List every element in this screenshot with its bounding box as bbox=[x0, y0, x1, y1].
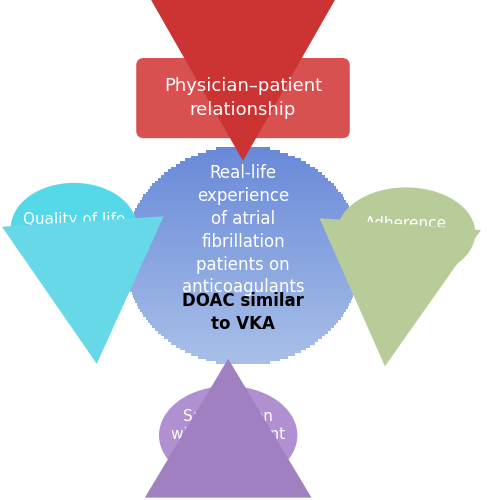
Bar bbox=[125, 258, 361, 262]
Bar bbox=[127, 278, 359, 281]
Bar bbox=[128, 228, 358, 232]
Bar bbox=[138, 202, 348, 206]
Bar bbox=[168, 338, 318, 342]
Bar bbox=[158, 330, 328, 334]
Bar bbox=[176, 164, 310, 168]
Bar bbox=[148, 189, 338, 192]
Bar bbox=[185, 158, 301, 162]
Bar bbox=[127, 274, 359, 278]
Bar bbox=[137, 206, 349, 209]
Bar bbox=[206, 358, 281, 362]
Bar bbox=[217, 360, 269, 364]
Text: DOAC similar
to VKA: DOAC similar to VKA bbox=[355, 234, 457, 265]
Bar bbox=[191, 352, 295, 356]
Bar bbox=[150, 322, 336, 326]
Bar bbox=[161, 175, 325, 178]
Bar bbox=[126, 236, 360, 240]
Bar bbox=[126, 269, 360, 273]
Bar bbox=[180, 161, 306, 165]
Bar bbox=[168, 170, 318, 173]
Bar bbox=[125, 247, 361, 250]
Bar bbox=[129, 283, 357, 286]
Bar bbox=[128, 280, 358, 284]
Bar bbox=[148, 319, 338, 322]
Bar bbox=[161, 333, 325, 336]
Bar bbox=[124, 252, 362, 256]
Bar bbox=[176, 344, 310, 348]
Bar bbox=[125, 242, 361, 245]
Ellipse shape bbox=[11, 183, 137, 274]
Text: Real-life
experience
of atrial
fibrillation
patients on
anticoagulants: Real-life experience of atrial fibrillat… bbox=[182, 164, 304, 296]
Bar bbox=[126, 238, 360, 242]
Text: DOAC better
than VKA: DOAC better than VKA bbox=[179, 438, 277, 468]
Bar bbox=[185, 350, 301, 353]
Bar bbox=[131, 288, 356, 292]
Bar bbox=[158, 178, 328, 182]
Text: Quality of life: Quality of life bbox=[23, 212, 125, 227]
Bar bbox=[131, 292, 355, 295]
Bar bbox=[134, 211, 352, 214]
Bar bbox=[155, 180, 331, 184]
Bar bbox=[125, 244, 361, 248]
Bar bbox=[142, 310, 344, 314]
Text: Adherence: Adherence bbox=[365, 216, 447, 232]
Bar bbox=[206, 150, 281, 154]
Bar bbox=[180, 346, 306, 350]
Bar bbox=[138, 305, 348, 309]
Ellipse shape bbox=[337, 188, 475, 278]
Bar bbox=[140, 308, 346, 312]
Bar bbox=[140, 200, 346, 203]
Bar bbox=[164, 172, 322, 176]
Bar bbox=[150, 186, 336, 190]
Bar bbox=[191, 156, 295, 160]
Bar bbox=[125, 261, 361, 264]
Bar bbox=[131, 220, 356, 223]
Bar bbox=[130, 286, 356, 290]
Bar bbox=[135, 300, 351, 303]
Bar bbox=[132, 214, 354, 218]
Bar bbox=[131, 216, 355, 220]
Bar bbox=[146, 192, 340, 196]
Text: Physician–patient
relationship: Physician–patient relationship bbox=[164, 78, 322, 119]
Bar bbox=[144, 194, 342, 198]
Ellipse shape bbox=[159, 386, 298, 484]
Bar bbox=[198, 355, 288, 358]
Bar bbox=[130, 222, 356, 226]
Text: DOAC similar
to VKA: DOAC similar to VKA bbox=[23, 229, 125, 260]
Bar bbox=[142, 197, 344, 201]
FancyBboxPatch shape bbox=[136, 58, 350, 138]
Bar bbox=[132, 294, 354, 298]
Bar bbox=[152, 324, 334, 328]
Bar bbox=[146, 316, 340, 320]
Bar bbox=[137, 302, 349, 306]
Bar bbox=[129, 225, 357, 228]
Bar bbox=[155, 328, 331, 331]
Bar bbox=[134, 297, 352, 300]
Bar bbox=[127, 230, 359, 234]
Bar bbox=[144, 314, 342, 317]
Bar bbox=[152, 184, 334, 187]
Bar bbox=[124, 256, 362, 259]
Bar bbox=[164, 336, 322, 339]
Bar bbox=[125, 266, 361, 270]
Bar bbox=[125, 264, 361, 268]
Bar bbox=[125, 250, 361, 254]
Bar bbox=[171, 341, 315, 345]
Bar bbox=[135, 208, 351, 212]
Text: DOAC similar
to VKA: DOAC similar to VKA bbox=[182, 292, 304, 333]
Bar bbox=[126, 272, 360, 276]
Bar bbox=[198, 153, 288, 156]
Bar bbox=[217, 148, 269, 151]
Bar bbox=[171, 166, 315, 170]
Text: Satisfaction
with treatment: Satisfaction with treatment bbox=[171, 408, 285, 442]
Bar bbox=[127, 233, 359, 237]
